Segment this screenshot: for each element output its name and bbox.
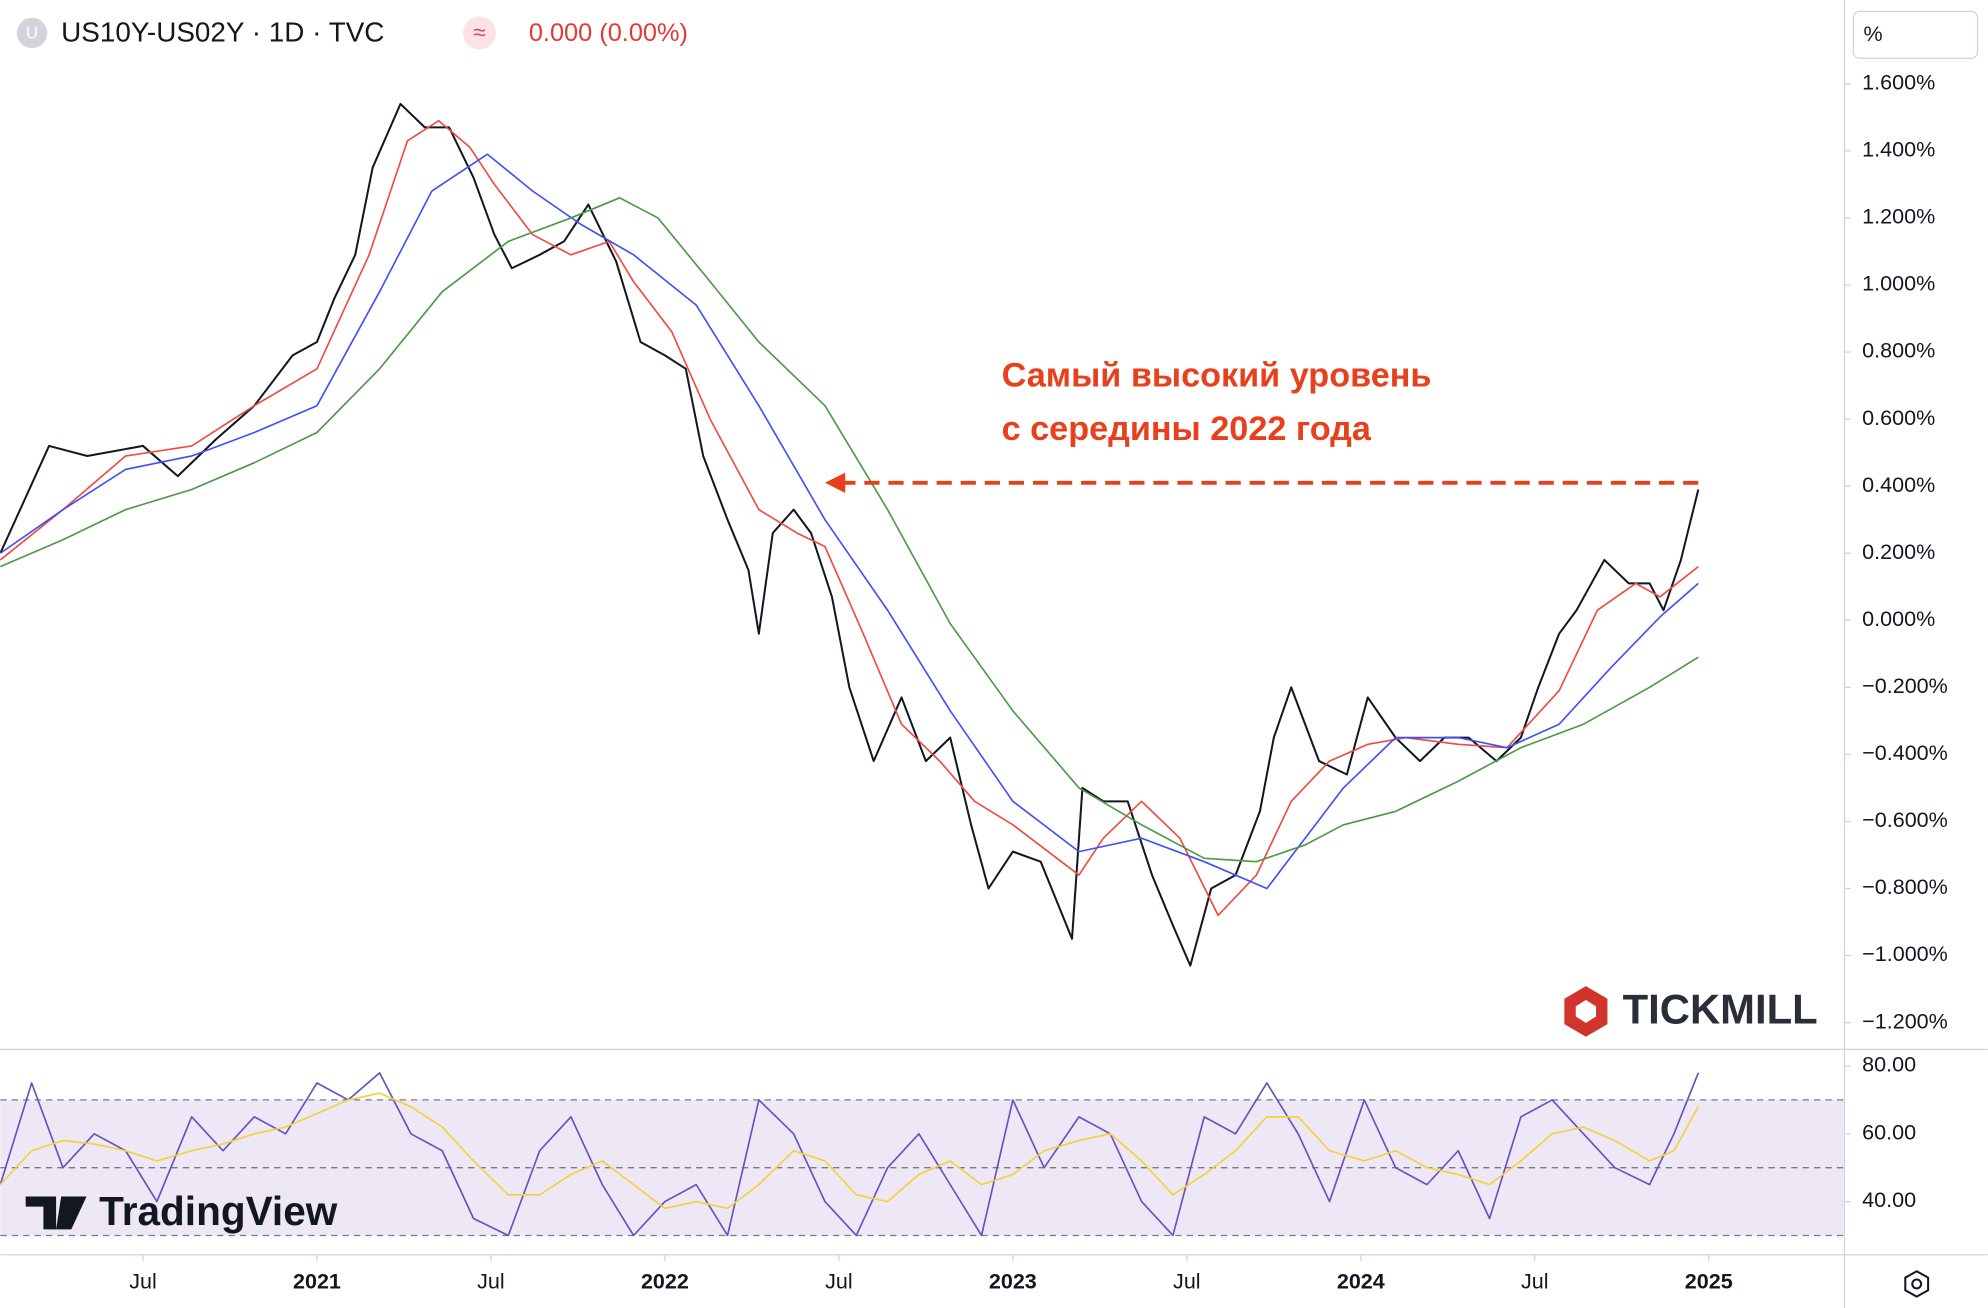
- x-tick-label: 2021: [293, 1269, 341, 1293]
- y-tick-label: 0.600%: [1862, 406, 1935, 430]
- y-tick-label: 1.000%: [1862, 272, 1935, 296]
- series-line: [0, 119, 1699, 917]
- annotation-text: Самый высокий уровень: [1002, 357, 1432, 395]
- series-line: [0, 196, 1699, 863]
- unit-label: %: [1863, 22, 1882, 46]
- y-tick-label: 0.800%: [1862, 339, 1935, 363]
- symbol-title[interactable]: US10Y-US02Y · 1D · TVC: [61, 17, 384, 48]
- y-tick-label: 0.000%: [1862, 607, 1935, 631]
- y-tick-label: −0.600%: [1862, 808, 1948, 832]
- y-tick-label: 1.200%: [1862, 205, 1935, 229]
- unit-box[interactable]: [1852, 10, 1979, 59]
- indicator-icon-text: ≈: [473, 19, 486, 45]
- broker-watermark: TICKMILL: [1623, 986, 1818, 1033]
- rsi-panel: [0, 1099, 1845, 1236]
- broker-logo-inner: [1575, 1000, 1597, 1023]
- price-change: 0.000 (0.00%): [529, 19, 688, 47]
- settings-icon[interactable]: [1904, 1270, 1930, 1298]
- annotation-text: с середины 2022 года: [1002, 410, 1372, 448]
- platform-logo: [25, 1196, 87, 1230]
- x-tick-label: Jul: [1521, 1269, 1549, 1293]
- y-tick-label: 0.200%: [1862, 540, 1935, 564]
- y-tick-label: 60.00: [1862, 1120, 1916, 1144]
- x-tick-label: 2023: [989, 1269, 1037, 1293]
- y-tick-label: −1.000%: [1862, 942, 1948, 966]
- y-tick-label: 80.00: [1862, 1053, 1916, 1077]
- y-tick-label: 1.400%: [1862, 138, 1935, 162]
- platform-watermark: TradingView: [99, 1188, 338, 1234]
- settings-icon-center: [1911, 1278, 1923, 1290]
- symbol-logo: [16, 17, 48, 49]
- y-tick-label: −0.400%: [1862, 741, 1948, 765]
- x-tick-label: Jul: [129, 1269, 157, 1293]
- y-tick-label: 1.600%: [1862, 71, 1935, 95]
- series-line: [0, 1092, 1700, 1210]
- y-tick-label: −1.200%: [1862, 1009, 1948, 1033]
- indicator-icon[interactable]: [462, 16, 496, 50]
- rsi-band: [0, 1099, 1845, 1236]
- series-line: [0, 1072, 1700, 1237]
- x-tick-label: 2024: [1337, 1269, 1385, 1293]
- x-tick-label: 2025: [1685, 1269, 1733, 1293]
- y-tick-label: 40.00: [1862, 1188, 1916, 1212]
- y-tick-label: 0.400%: [1862, 473, 1935, 497]
- symbol-logo-text: U: [26, 25, 38, 43]
- x-tick-label: Jul: [825, 1269, 853, 1293]
- series-line: [0, 153, 1699, 890]
- x-tick-label: Jul: [477, 1269, 505, 1293]
- x-tick-label: Jul: [1173, 1269, 1201, 1293]
- y-tick-label: −0.800%: [1862, 875, 1948, 899]
- annotation-arrow-head: [824, 472, 846, 493]
- x-tick-label: 2022: [641, 1269, 689, 1293]
- y-tick-label: −0.200%: [1862, 674, 1948, 698]
